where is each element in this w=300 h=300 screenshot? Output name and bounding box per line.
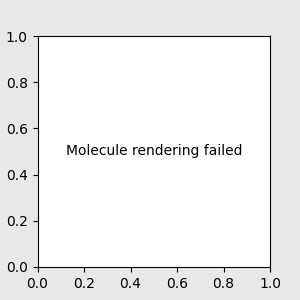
Text: Molecule rendering failed: Molecule rendering failed bbox=[65, 145, 242, 158]
